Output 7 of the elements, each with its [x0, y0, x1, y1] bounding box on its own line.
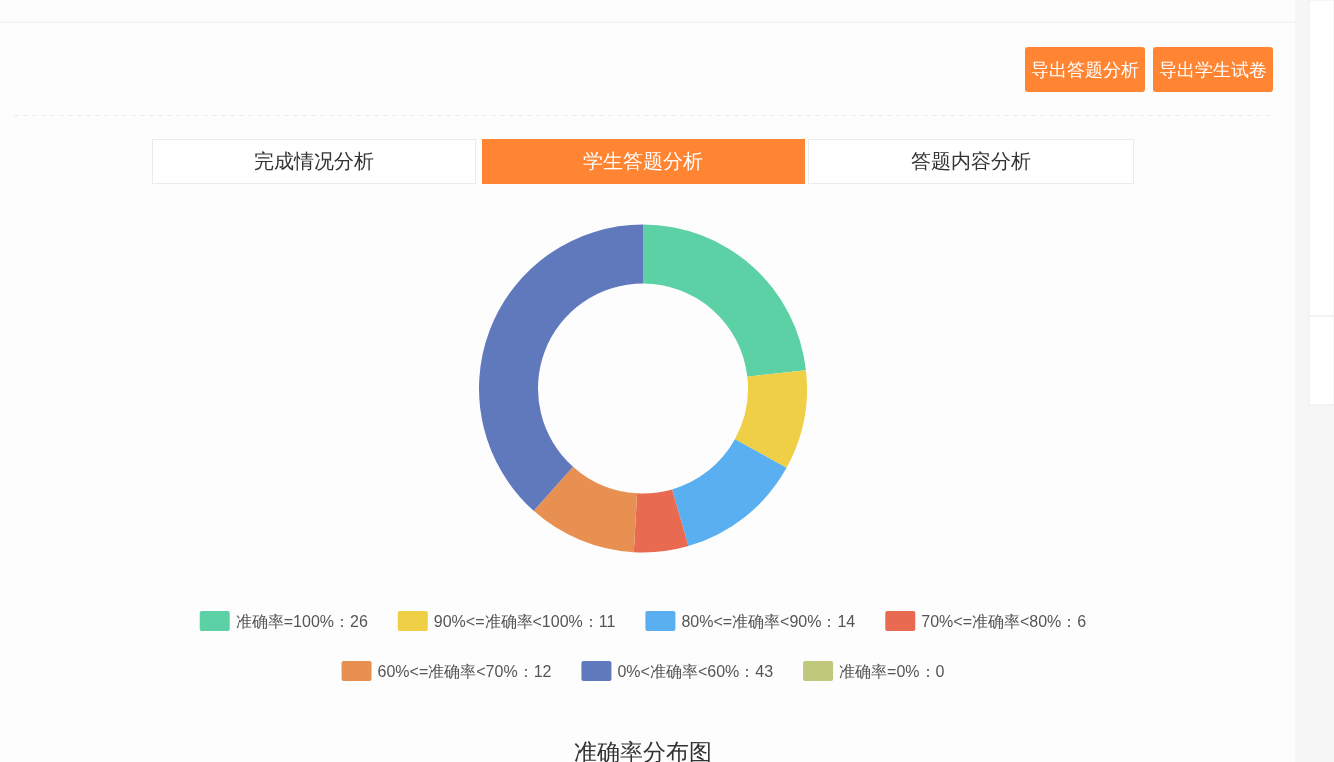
legend-label: 0%<准确率<60%：43	[617, 663, 774, 680]
legend-label: 90%<=准确率<100%：11	[433, 613, 616, 630]
legend-label: 70%<=准确率<80%：6	[921, 613, 1087, 630]
legend-label: 准确率=0%：0	[839, 663, 945, 680]
legend-label: 80%<=准确率<90%：14	[681, 613, 856, 630]
legend-label: 60%<=准确率<70%：12	[377, 663, 552, 680]
legend-label: 准确率=100%：26	[235, 613, 368, 630]
